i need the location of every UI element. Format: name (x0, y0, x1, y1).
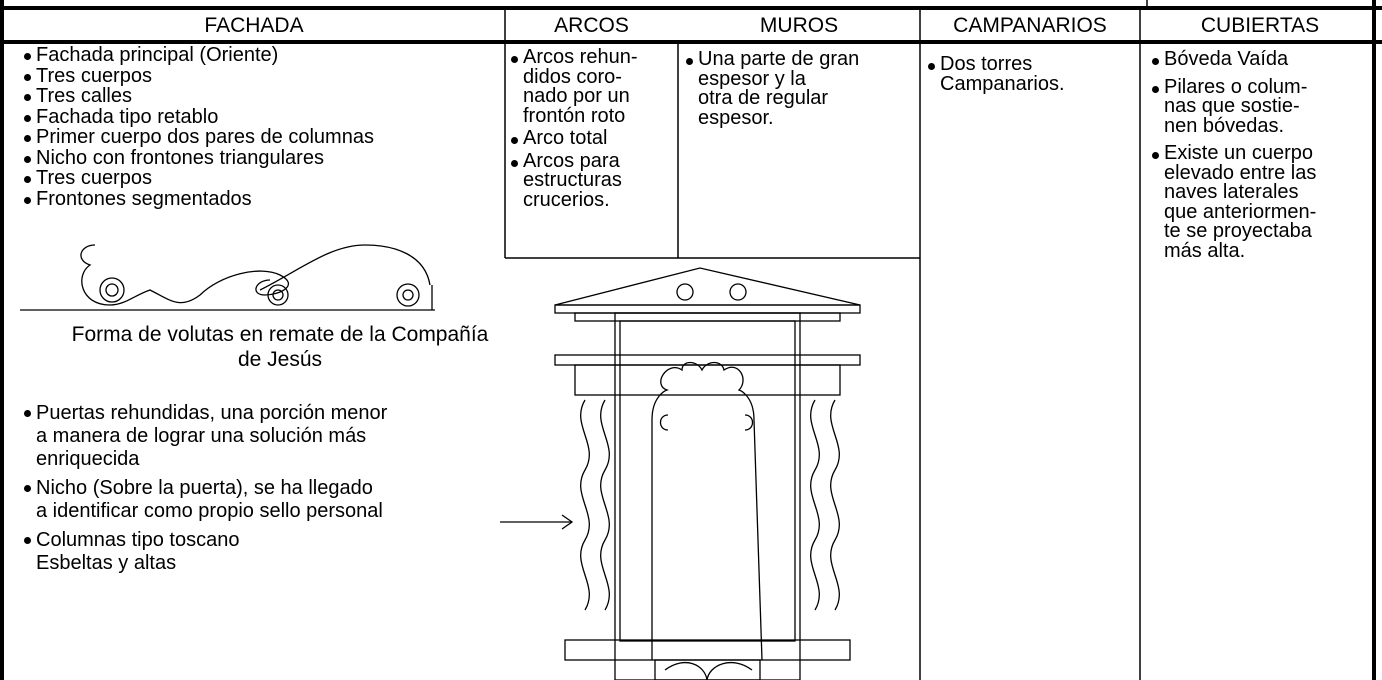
list-item: Columnas tipo toscano Esbeltas y altas (22, 529, 387, 575)
list: Bóveda Vaída Pilares o colum- nas que sos… (1150, 49, 1316, 261)
list: Puertas rehundidas, una porción menor a … (22, 402, 387, 575)
list: Una parte de gran espesor y la otra de r… (684, 49, 859, 128)
list-item: Puertas rehundidas, una porción menor a … (22, 402, 387, 471)
list-item: Tres calles (22, 86, 374, 107)
list-item: Nicho (Sobre la puerta), se ha llegado a… (22, 477, 387, 523)
list-item: Una parte de gran espesor y la otra de r… (684, 49, 859, 128)
list-item: Tres cuerpos (22, 65, 374, 87)
list-item: Frontones segmentados (22, 188, 374, 210)
list-item: Primer cuerpo dos pares de columnas (22, 127, 374, 148)
list-item: Pilares o colum- nas que sostie- nen bóv… (1150, 77, 1316, 137)
list-item: Arcos rehun- didos coro- nado por un fro… (509, 47, 638, 126)
list-item: Bóveda Vaída (1150, 49, 1316, 70)
header: CAMPANARIOS (953, 14, 1107, 37)
list-item: Arco total (509, 128, 638, 149)
list-item: Tres cuerpos (22, 168, 374, 189)
list-item: Existe un cuerpo elevado entre las naves… (1150, 143, 1316, 261)
header: ARCOS (554, 14, 629, 37)
header: FACHADA (204, 14, 304, 37)
caption: Forma de volutas en remate de la Compañí… (71, 323, 489, 371)
list-item: Dos torres Campanarios. (926, 54, 1065, 94)
header: MUROS (759, 14, 839, 37)
header: CUBIERTAS (1200, 14, 1320, 37)
list: Fachada principal (Oriente) Tres cuerpos T… (22, 45, 374, 209)
list: Arcos rehun- didos coro- nado por un fro… (509, 47, 638, 211)
list-item: Arcos para estructuras crucerios. (509, 151, 638, 211)
list-item: Fachada tipo retablo (22, 106, 374, 128)
list-item: Fachada principal (Oriente) (22, 45, 374, 66)
list-item: Nicho con frontones triangulares (22, 147, 374, 169)
list: Dos torres Campanarios. (926, 54, 1065, 94)
